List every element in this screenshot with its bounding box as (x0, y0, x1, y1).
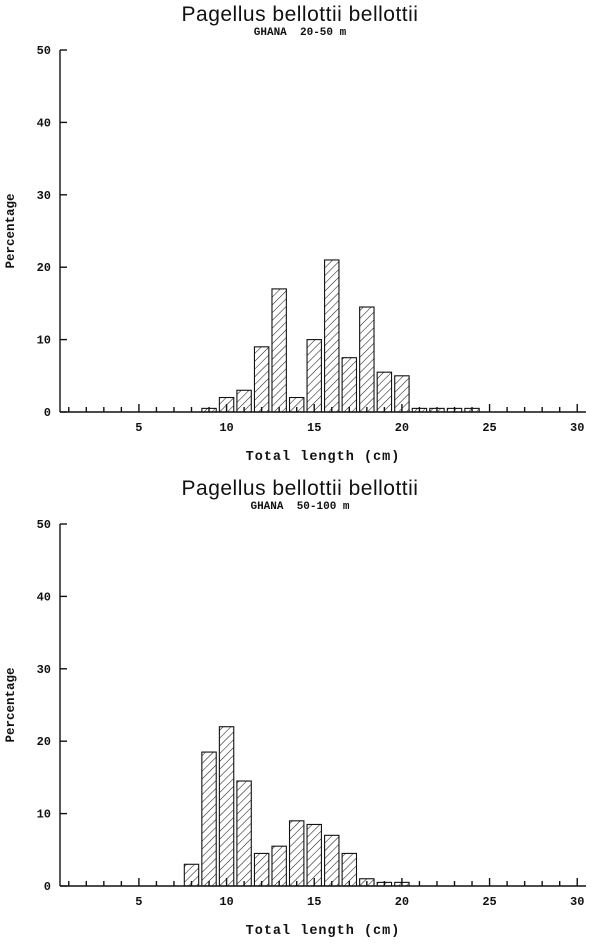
chart-title-top: Pagellus bellottii bellottii (181, 3, 419, 26)
histogram-bar (429, 407, 445, 413)
svg-text:20: 20 (37, 735, 51, 749)
svg-text:20: 20 (37, 261, 51, 275)
histogram-bar (394, 881, 410, 887)
histogram-bar (324, 834, 340, 887)
svg-text:25: 25 (482, 895, 496, 909)
svg-text:30: 30 (37, 663, 51, 677)
svg-text:50: 50 (37, 44, 51, 58)
axis-labels: 5 10 15 20 25 30 0 10 20 30 40 50 Total length (cm) P… (4, 44, 584, 465)
histogram-bar (359, 878, 375, 887)
axis-labels: 5 10 15 20 25 30 0 10 20 30 40 50 Total length (cm) P… (4, 518, 584, 939)
histogram-bar (236, 389, 252, 413)
histogram-bar (201, 751, 217, 887)
svg-text:30: 30 (37, 189, 51, 203)
histogram-bars (201, 259, 480, 413)
histogram-bar (376, 881, 393, 887)
y-axis-title: Percentage (4, 667, 18, 742)
histogram-bars (183, 726, 410, 887)
svg-text:15: 15 (307, 895, 321, 909)
svg-text:5: 5 (135, 895, 142, 909)
axes (59, 523, 586, 887)
histogram-bar (394, 375, 410, 413)
histogram-bar (218, 726, 235, 887)
histogram-bar (288, 820, 305, 887)
svg-text:10: 10 (37, 808, 51, 822)
svg-text:50: 50 (37, 518, 51, 532)
x-axis-title: Total length (cm) (246, 924, 401, 939)
histogram-bar (341, 852, 358, 887)
histogram-bar (183, 863, 200, 887)
svg-text:25: 25 (482, 421, 496, 435)
svg-text:10: 10 (219, 421, 233, 435)
svg-text:30: 30 (570, 421, 584, 435)
svg-text:30: 30 (570, 895, 584, 909)
histogram-bar (306, 823, 322, 887)
chart-bottom: Pagellus bellottii bellottii GHANA 50-10… (0, 474, 600, 948)
axes (59, 49, 586, 413)
histogram-bar (306, 339, 322, 413)
chart-top: Pagellus bellottii bellottii GHANA 20-50… (0, 0, 600, 474)
histogram-plot-bottom: 5 10 15 20 25 30 0 10 20 30 40 50 Total length (cm) P… (4, 518, 586, 939)
histogram-bar (201, 407, 217, 413)
histogram-bar (411, 407, 428, 413)
histogram-bar (464, 407, 480, 413)
histogram-bar (359, 306, 375, 413)
histogram-bar (253, 852, 270, 887)
chart-subtitle-bottom: GHANA 50-100 m (250, 501, 350, 513)
chart-title-bottom: Pagellus bellottii bellottii (181, 477, 419, 500)
svg-text:5: 5 (135, 421, 142, 435)
svg-text:10: 10 (37, 334, 51, 348)
svg-text:15: 15 (307, 421, 321, 435)
histogram-bar (446, 407, 463, 413)
histogram-bar (218, 396, 235, 413)
svg-text:0: 0 (44, 880, 51, 894)
histogram-bar (376, 371, 393, 413)
svg-text:40: 40 (37, 590, 51, 604)
histogram-bar (253, 346, 270, 413)
x-axis-title: Total length (cm) (246, 450, 401, 465)
histogram-bar (236, 780, 252, 887)
histogram-bar (271, 845, 287, 887)
histogram-bar (324, 259, 340, 413)
chart-subtitle-top: GHANA 20-50 m (253, 27, 347, 39)
svg-text:0: 0 (44, 406, 51, 420)
histogram-bar (271, 288, 287, 413)
histogram-bar (288, 396, 305, 413)
svg-text:20: 20 (395, 421, 409, 435)
histogram-plot-top: 5 10 15 20 25 30 0 10 20 30 40 50 Total length (cm) P… (4, 44, 586, 465)
svg-text:40: 40 (37, 116, 51, 130)
svg-text:10: 10 (219, 895, 233, 909)
y-axis-title: Percentage (4, 193, 18, 268)
histogram-bar (341, 357, 358, 413)
svg-text:20: 20 (395, 895, 409, 909)
